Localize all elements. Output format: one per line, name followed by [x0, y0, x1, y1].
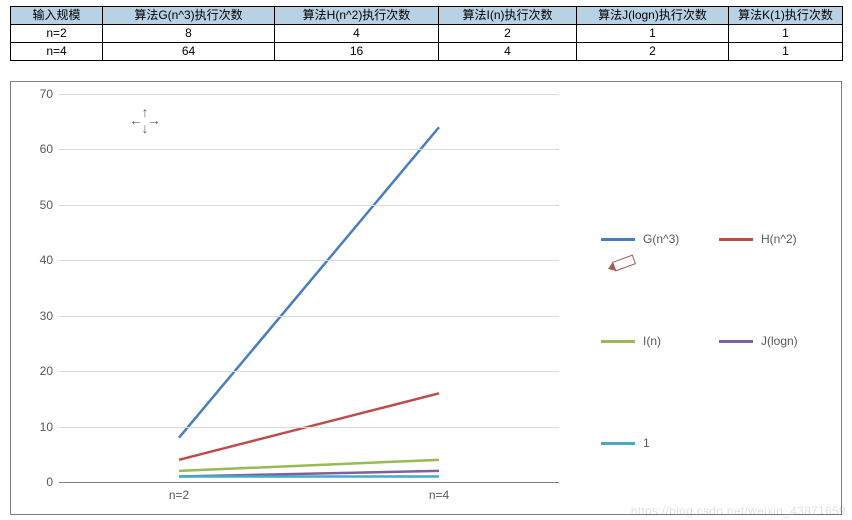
table-cell: n=2 [11, 25, 103, 43]
table-cell: 8 [103, 25, 275, 43]
y-axis-tick: 50 [40, 198, 59, 212]
legend-item: J(logn) [719, 334, 798, 348]
table-row: n=284211 [11, 25, 843, 43]
legend-label: 1 [643, 436, 650, 450]
table-header: 算法J(logn)执行次数 [577, 7, 729, 25]
series-line [179, 127, 439, 437]
gridline [59, 482, 559, 483]
y-axis-tick: 0 [46, 475, 59, 489]
move-cursor-icon: ↑← →↓ [129, 108, 161, 132]
y-axis-tick: 20 [40, 364, 59, 378]
table-cell: 4 [275, 25, 439, 43]
y-axis-tick: 70 [40, 87, 59, 101]
gridline [59, 94, 559, 95]
gridline [59, 149, 559, 150]
table-header: 输入规模 [11, 7, 103, 25]
legend-item: H(n^2) [719, 232, 797, 246]
table-cell: 1 [729, 25, 843, 43]
legend-label: G(n^3) [643, 232, 679, 246]
gridline [59, 316, 559, 317]
y-axis-tick: 30 [40, 309, 59, 323]
gridline [59, 260, 559, 261]
table-header: 算法I(n)执行次数 [439, 7, 577, 25]
table-cell: n=4 [11, 43, 103, 61]
legend-swatch [601, 340, 635, 343]
series-line [179, 460, 439, 471]
table-cell: 4 [439, 43, 577, 61]
complexity-chart: 0 10 20 30 40 50 60 70 n=2 n=4 G(n^3) H(n^2) I(n) J(… [10, 81, 842, 515]
legend-item: G(n^3) [601, 232, 679, 246]
pencil-icon [612, 255, 636, 272]
x-axis-tick: n=2 [169, 482, 189, 502]
table-cell: 16 [275, 43, 439, 61]
legend-swatch [601, 442, 635, 445]
table-cell: 64 [103, 43, 275, 61]
table-row: n=46416421 [11, 43, 843, 61]
gridline [59, 205, 559, 206]
legend-label: J(logn) [761, 334, 798, 348]
gridline [59, 371, 559, 372]
legend-swatch [601, 238, 635, 241]
algorithm-complexity-table: 输入规模算法G(n^3)执行次数算法H(n^2)执行次数算法I(n)执行次数算法… [10, 6, 843, 61]
legend-label: H(n^2) [761, 232, 797, 246]
table-header: 算法G(n^3)执行次数 [103, 7, 275, 25]
legend-item: I(n) [601, 334, 661, 348]
watermark: https://blog.csdn.net/weixin_43871659 [631, 504, 846, 518]
x-axis-tick: n=4 [429, 482, 449, 502]
legend-label: I(n) [643, 334, 661, 348]
y-axis-tick: 40 [40, 253, 59, 267]
table-cell: 1 [577, 25, 729, 43]
table-cell: 1 [729, 43, 843, 61]
y-axis-tick: 60 [40, 142, 59, 156]
table-header: 算法K(1)执行次数 [729, 7, 843, 25]
gridline [59, 427, 559, 428]
legend-item: 1 [601, 436, 650, 450]
legend-swatch [719, 238, 753, 241]
y-axis-tick: 10 [40, 420, 59, 434]
table-cell: 2 [577, 43, 729, 61]
table-cell: 2 [439, 25, 577, 43]
table-header: 算法H(n^2)执行次数 [275, 7, 439, 25]
legend-swatch [719, 340, 753, 343]
